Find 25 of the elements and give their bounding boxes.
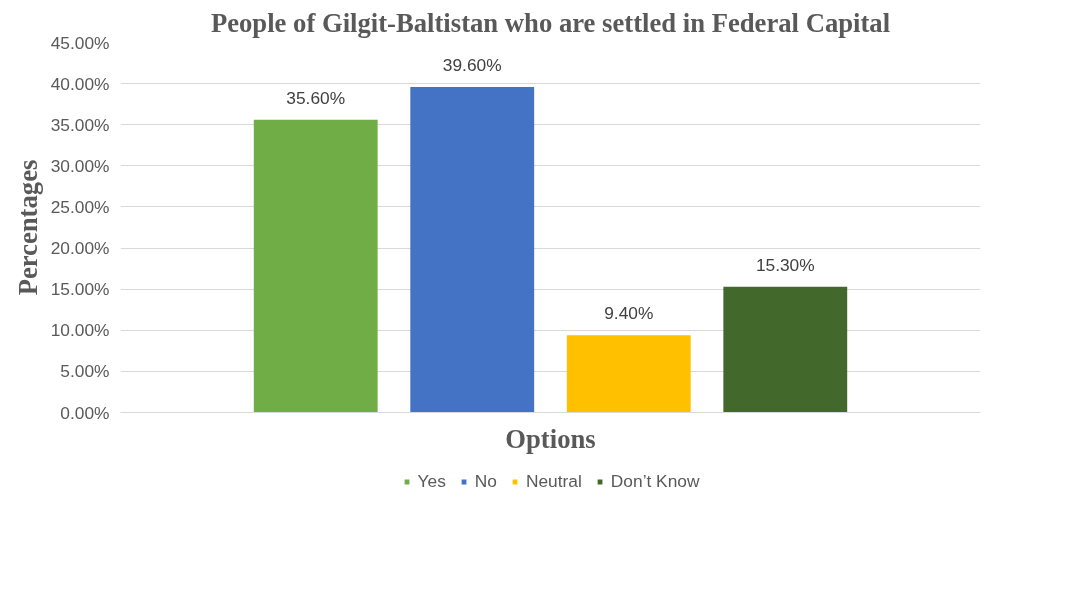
y-axis-title: Percentages <box>12 159 43 296</box>
bar <box>253 119 378 413</box>
data-label: 15.30% <box>755 254 815 275</box>
bar <box>410 86 535 413</box>
bar <box>566 335 691 413</box>
data-label: 35.60% <box>286 87 346 108</box>
bar <box>723 286 848 413</box>
y-tick-label: 45.00% <box>50 32 110 53</box>
y-tick-label: 5.00% <box>60 361 110 382</box>
legend-label: No <box>474 470 497 492</box>
y-tick-label: 30.00% <box>50 155 110 176</box>
chart-title: People of Gilgit-Baltistan who are settled in Federal Capital <box>210 7 891 38</box>
y-tick-label: 15.00% <box>50 279 110 300</box>
legend-label: Yes <box>417 470 446 492</box>
y-tick-label: 20.00% <box>50 238 110 259</box>
data-label: 39.60% <box>442 54 502 75</box>
y-tick-label: 40.00% <box>50 73 110 94</box>
y-tick-label: 10.00% <box>50 320 110 341</box>
y-tick-label: 25.00% <box>50 196 110 217</box>
y-tick-label: 0.00% <box>60 402 110 423</box>
x-axis-title: Options <box>505 423 596 454</box>
data-label: 9.40% <box>604 303 654 324</box>
legend-label: Don’t Know <box>610 470 700 492</box>
legend-label: Neutral <box>525 470 582 492</box>
y-tick-label: 35.00% <box>50 114 110 135</box>
